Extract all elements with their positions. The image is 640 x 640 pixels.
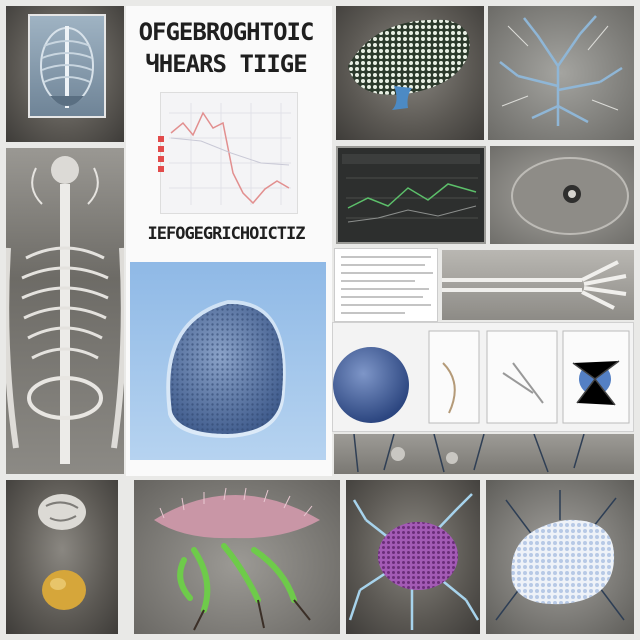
lattice-organ-icon [348,19,470,110]
document-page-tile [334,248,438,322]
document-text-lines [341,256,433,314]
fern-structure-tile [134,480,340,634]
neuron-strip-tile [334,434,634,474]
dendrite-icon [499,15,623,126]
dendrite-tile [488,6,634,140]
poster-subtitle: IEFOGEGRICHOICTIZ [147,224,306,244]
poster-title-line2: ЧHEARS TIIGE [145,50,307,78]
fern-structure-icon [154,487,320,631]
poster-panel: OFGEBROGHTOIC ЧHEARS TIIGE IEFOGEGRICHOI… [126,6,332,476]
cell-blob-icon [166,300,286,438]
arm-bones-tile [442,250,634,320]
purple-neuron-tile [346,480,480,634]
chart-lines [169,103,291,205]
arm-bones-icon [442,260,627,310]
egg-cell-icon [511,157,629,235]
skeleton-icon [6,156,124,464]
ribcage-icon [40,26,94,108]
purple-neuron-icon [348,493,480,630]
monitor-chart-tile [336,146,486,244]
poster-title-line1: OFGEBROGHTOIC [138,18,315,46]
xray-chest-tile [6,6,124,142]
lattice-organ-tile [336,6,484,140]
white-organ-icon [495,490,625,621]
egg-cell-tile [490,146,634,244]
diagram-strip-icons [333,330,630,424]
poster-side-bars [158,136,164,176]
neuron-strip-icon [353,434,585,473]
organ-pair-tile [6,480,118,634]
monitor-chart-lines [342,154,480,223]
diagram-strip-tile [332,322,634,432]
organ-pair-icon [38,494,86,610]
blob-panel [130,262,326,460]
white-organ-tile [486,480,634,634]
xray-chest-image [28,14,106,118]
poster-chart [160,92,298,214]
skeleton-tile [6,148,124,474]
